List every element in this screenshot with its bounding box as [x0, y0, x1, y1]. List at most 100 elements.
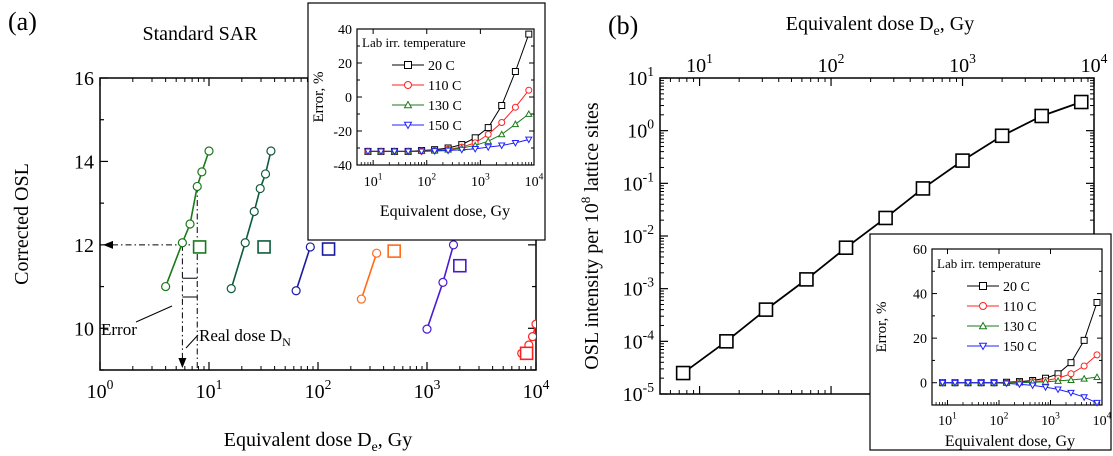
inset-a-point [511, 68, 519, 75]
inset-a-legend-marker [403, 100, 413, 109]
growth-point [197, 167, 207, 177]
inset-a-point [484, 137, 493, 145]
inset-a-ylabel: Error, % [311, 71, 327, 122]
inset-b-legend-marker [978, 342, 988, 351]
inset-b-ylabel: Error, % [874, 301, 890, 352]
growth-point [192, 181, 202, 192]
inset-a-point [511, 103, 519, 111]
guide-arrow-left [103, 240, 113, 249]
inset-b-y-tick-label: 0 [920, 377, 927, 392]
inset-b-point [1067, 389, 1075, 397]
inset-a-legend-label: 20 C [428, 59, 455, 74]
inset-a-y-tick-label: 40 [338, 23, 352, 38]
inset-b-y-tick-label: 20 [913, 332, 927, 347]
growth-curve [295, 246, 312, 291]
inset-b-x-tick-label: 101 [938, 412, 957, 429]
growth-point [531, 319, 536, 329]
inset-b-point [1093, 373, 1101, 381]
inset-b-legend-label: 110 C [1003, 300, 1036, 315]
inset-a-point [430, 148, 439, 156]
panel-a-ylabel: Corrected OSL [11, 163, 33, 285]
inset-b-point [951, 379, 959, 387]
inset-a-point [511, 140, 520, 147]
inset-a-legend: Lab irr. temperature 20 C 110 C 130 C 150 C [362, 35, 466, 134]
inset-a-legend-marker [404, 81, 412, 89]
inset-a-legend-label: 130 C [428, 99, 462, 114]
inset-a-x-tick-label: 104 [525, 173, 544, 190]
inset-a-x-tick-label: 101 [364, 173, 383, 190]
b-y-tick-label: 10-5 [623, 380, 655, 406]
y-tick-label: 14 [74, 151, 94, 173]
inset-a-point [525, 30, 533, 38]
b-y-tick-label: 100 [627, 117, 654, 143]
b-x-tick-label: 104 [1081, 51, 1108, 77]
inset-b-legend-marker [978, 321, 988, 330]
inset-a-point [511, 120, 520, 128]
b-y-tick-label: 10-1 [623, 169, 654, 195]
inset-b-point [1067, 370, 1075, 378]
panel-b-axes: 101 102 103 104 10-5 10-4 10-3 10-2 10-1 100 101 [623, 51, 1108, 406]
inset-b-legend-marker [979, 282, 987, 290]
growth-point [260, 169, 271, 179]
osl-point [719, 334, 734, 349]
b-x-tick-label: 101 [686, 51, 713, 77]
inset-b-y-tick-label: 40 [913, 288, 927, 303]
inset-b-point [1041, 377, 1050, 385]
inset-b-point [1054, 376, 1062, 384]
growth-point [204, 146, 214, 156]
inset-a-y-tick-label: 20 [338, 57, 352, 72]
inset-b-xlabel: Equivalent dose, Gy [945, 433, 1075, 450]
b-y-tick-label: 101 [627, 64, 654, 90]
growth-point [448, 240, 459, 250]
inset-a-point [417, 148, 426, 156]
b-y-tick-label: 10-4 [623, 327, 655, 353]
inset-a-point [484, 144, 493, 152]
inset-b-point [938, 379, 947, 387]
growth-point [226, 284, 236, 294]
inset-a-xlabel: Equivalent dose, Gy [380, 203, 510, 220]
inset-b-point [1041, 384, 1050, 392]
inset-b-legend-marker [979, 302, 987, 310]
growth-point [249, 206, 259, 217]
panel-b-ylabel: OSL intensity per 108 lattice sites [578, 102, 603, 370]
inset-b-point [1080, 336, 1088, 344]
inset-a-legend-title: Lab irr. temperature [362, 35, 466, 50]
osl-point [878, 210, 893, 226]
inset-b-legend-label: 130 C [1003, 320, 1037, 335]
b-x-tick-label: 103 [949, 51, 976, 77]
inset-b-point [1028, 382, 1037, 390]
inset-a-point [364, 148, 372, 156]
x-tick-label: 104 [523, 377, 550, 403]
inset-b-point [1093, 298, 1101, 306]
panel-a-series [161, 146, 536, 361]
inset-a-point [390, 148, 399, 156]
error-annotation: Error [101, 320, 137, 339]
growth-point [255, 183, 265, 194]
dose-square-marker [321, 242, 336, 256]
inset-a-legend-label: 150 C [428, 119, 462, 134]
inset-a-legend-marker [403, 121, 413, 130]
inset-a-point [404, 148, 413, 156]
inset-a-point [524, 136, 533, 144]
growth-point [177, 238, 187, 248]
osl-point [915, 181, 931, 196]
osl-point [675, 365, 691, 381]
real-dose-annotation: Real dose DN [199, 326, 291, 349]
inset-b-x-tick-label: 103 [1041, 412, 1060, 429]
inset-a-legend-label: 110 C [428, 79, 461, 94]
growth-point [291, 286, 301, 296]
inset-b-legend-label: 150 C [1003, 340, 1037, 355]
inset-b-point [1080, 362, 1088, 370]
inset-a-x-tick-label: 103 [471, 173, 490, 190]
osl-point [955, 153, 970, 168]
inset-a-y-tick-label: 0 [345, 91, 352, 106]
inset-a-point [525, 86, 533, 94]
inset-b-box [869, 233, 1112, 451]
inset-b-point [1067, 376, 1075, 383]
inset-a-point [484, 124, 492, 132]
real-dose-pointer [185, 334, 199, 349]
guide-arrow-down [178, 358, 187, 368]
panel-a-label: (a) [8, 7, 37, 36]
inset-b-point [1093, 351, 1101, 359]
growth-point [185, 219, 195, 229]
